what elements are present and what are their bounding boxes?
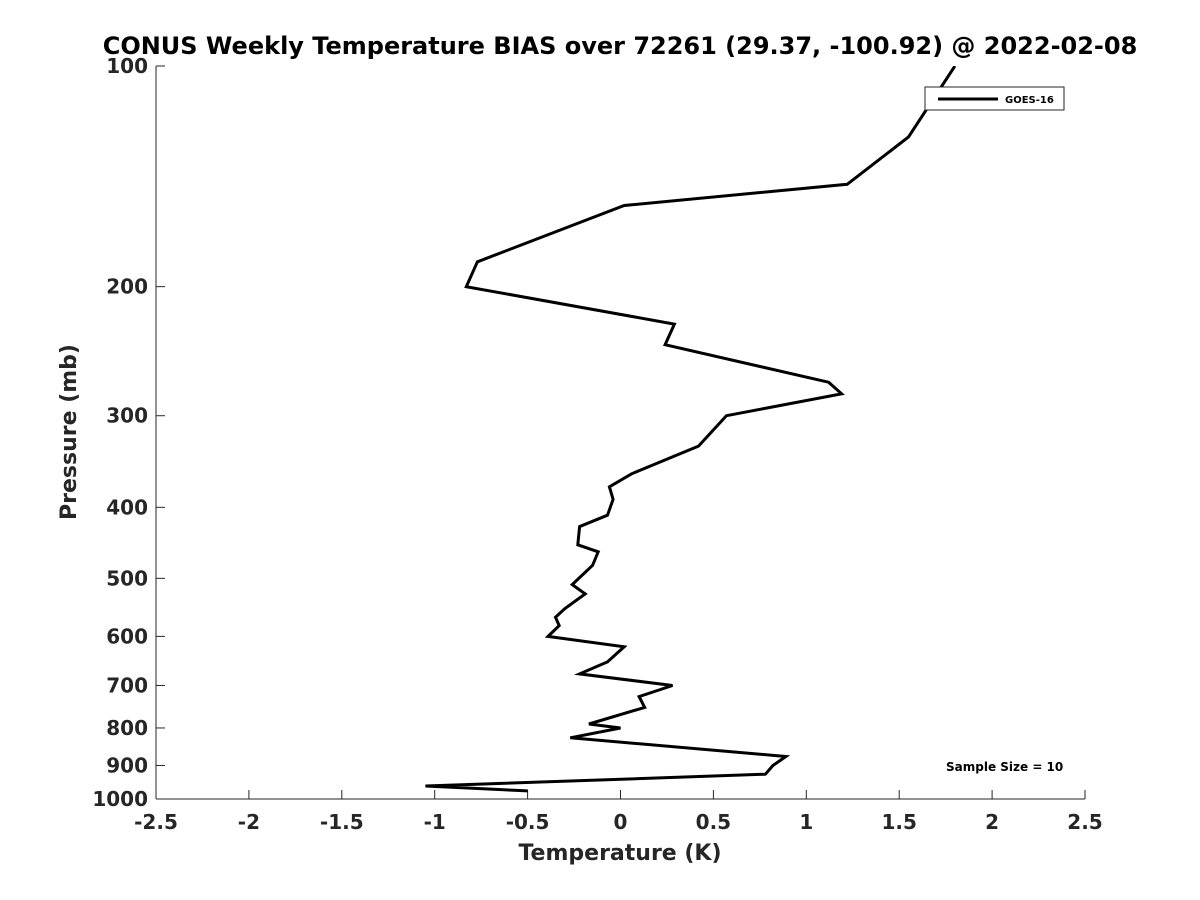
y-tick-label: 500	[106, 566, 148, 590]
legend[interactable]: GOES-16	[924, 86, 1065, 111]
y-tick-label: 600	[106, 624, 148, 648]
series-layer	[425, 66, 957, 793]
x-tick-label: -1.5	[320, 810, 364, 834]
y-tick-label: 300	[106, 404, 148, 428]
y-tick-label: 800	[106, 716, 148, 740]
x-tick-label: 1	[799, 810, 813, 834]
x-tick-label: -2	[238, 810, 260, 834]
y-tick-label: 700	[106, 673, 148, 697]
y-tick-label: 100	[106, 54, 148, 78]
x-tick-label: 2.5	[1067, 810, 1102, 834]
x-tick-label: -1	[424, 810, 446, 834]
x-axis-label: Temperature (K)	[518, 841, 721, 866]
x-tick-label: 0	[614, 810, 628, 834]
x-tick-label: -2.5	[134, 810, 178, 834]
y-tick-label: 1000	[92, 787, 148, 811]
x-tick-label: 1.5	[881, 810, 916, 834]
x-ticks: -2.5 -2 -1.5 -1 -0.5 0 0.5 1 1.5 2 2.5	[134, 790, 1103, 834]
y-axis-label: Pressure (mb)	[57, 344, 82, 520]
y-ticks: 100 200 300 400 500 600 700 800 900 1000	[92, 54, 165, 811]
y-tick-label: 900	[106, 753, 148, 777]
x-tick-label: 0.5	[696, 810, 731, 834]
x-tick-label: -0.5	[506, 810, 550, 834]
sample-size-annotation: Sample Size = 10	[946, 760, 1063, 774]
x-tick-label: 2	[985, 810, 999, 834]
legend-label-goes-16: GOES-16	[1005, 95, 1054, 106]
chart-title: CONUS Weekly Temperature BIAS over 72261…	[103, 32, 1138, 60]
series-line-goes-16	[425, 66, 957, 793]
y-tick-label: 400	[106, 495, 148, 519]
y-tick-label: 200	[106, 275, 148, 299]
